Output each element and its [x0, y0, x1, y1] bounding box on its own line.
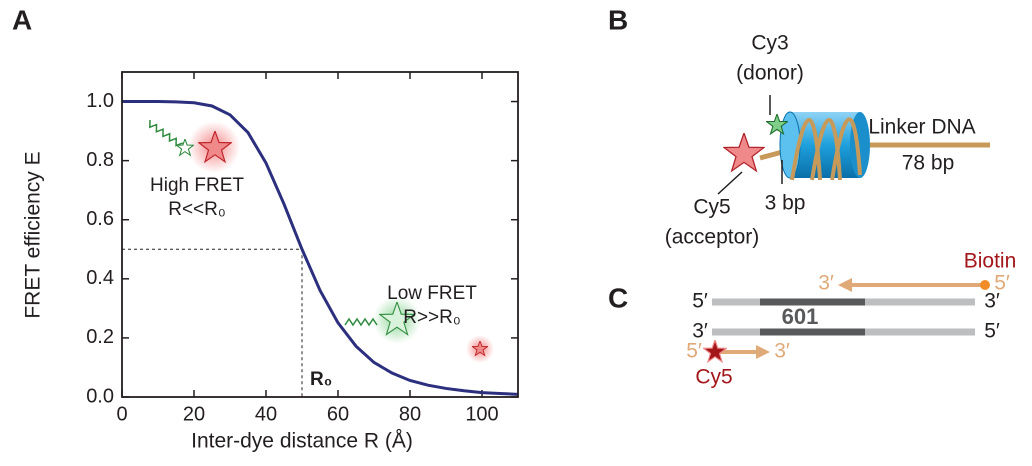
panel-label: B	[608, 4, 628, 35]
y-tick-label: 0.0	[86, 385, 114, 407]
x-tick-label: 20	[183, 403, 205, 425]
label: 3 bp	[765, 192, 806, 215]
plot-frame	[121, 71, 519, 398]
panel-label: A	[12, 4, 32, 35]
x-axis-title: Inter-dye distance R (Å)	[191, 430, 413, 453]
dna-wrap	[790, 117, 862, 181]
cy5-star	[704, 340, 727, 362]
y-tick-label: 1.0	[86, 90, 114, 112]
end-label: 5′	[686, 340, 702, 363]
label: (donor)	[736, 62, 804, 85]
reference-label: R₀	[310, 369, 332, 390]
panel-label: C	[608, 282, 628, 313]
x-tick-label: 100	[465, 403, 498, 425]
label: Linker DNA	[868, 116, 975, 139]
annotation: Low FRET	[387, 283, 477, 304]
end-label: 5′	[984, 320, 1000, 343]
label: Cy5	[695, 366, 732, 389]
label: Biotin	[964, 250, 1017, 273]
x-tick-label: 60	[327, 403, 349, 425]
annotation: R>>R₀	[403, 307, 461, 328]
arrowhead	[838, 278, 852, 292]
end-label: 3′	[692, 320, 708, 343]
annotation: High FRET	[150, 175, 244, 196]
y-tick-label: 0.8	[86, 149, 114, 171]
x-tick-label: 0	[116, 403, 127, 425]
x-tick-label: 40	[255, 403, 277, 425]
emission	[344, 317, 378, 327]
end-label: 5′	[994, 272, 1010, 295]
end-label: 3′	[984, 290, 1000, 313]
y-tick-label: 0.6	[86, 208, 114, 230]
label: Cy5	[693, 196, 730, 219]
y-tick-label: 0.4	[86, 267, 114, 289]
end-label: 3′	[818, 272, 834, 295]
y-axis-title: FRET efficiency E	[22, 151, 45, 318]
label: Cy3	[751, 32, 788, 55]
end-label: 3′	[774, 340, 790, 363]
end-label: 5′	[692, 290, 708, 313]
annotation: R<<R₀	[168, 199, 226, 220]
label: (acceptor)	[665, 226, 760, 249]
arrowhead	[756, 345, 770, 359]
y-tick-label: 0.2	[86, 326, 114, 348]
leader	[717, 171, 743, 195]
emission	[149, 119, 184, 147]
biotin-bead	[980, 280, 990, 290]
cy5-star	[724, 133, 764, 171]
x-tick-label: 80	[399, 403, 421, 425]
label: 601	[782, 304, 819, 329]
label: 78 bp	[902, 152, 955, 175]
data-line	[122, 100, 519, 396]
